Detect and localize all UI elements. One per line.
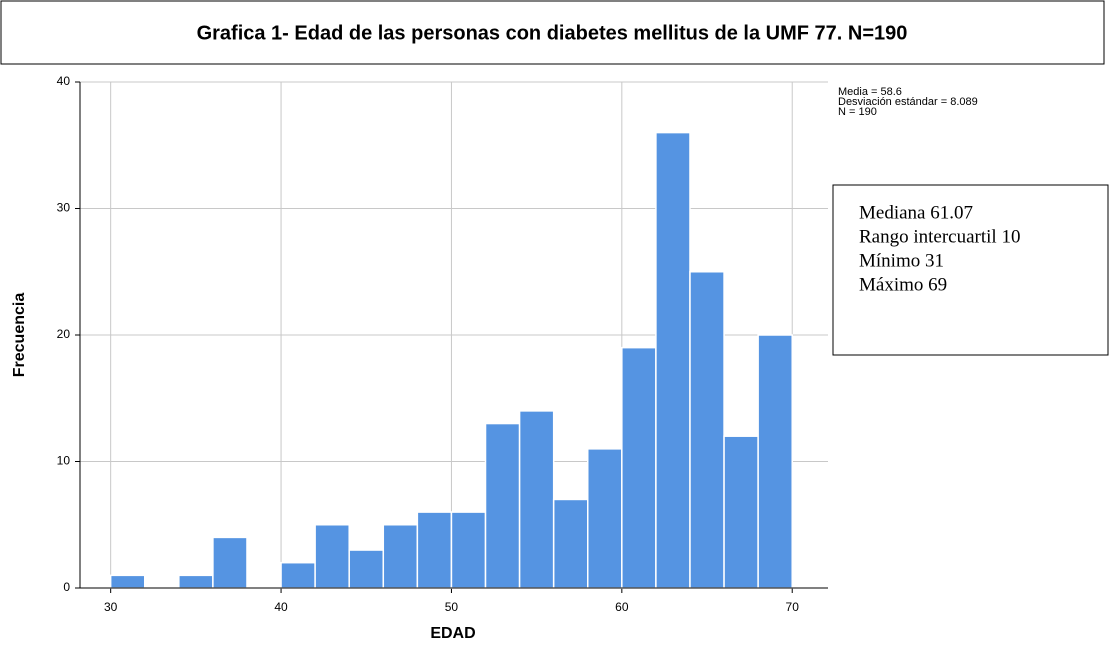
bar <box>314 524 350 589</box>
x-tick-label: 50 <box>445 600 459 614</box>
bar <box>484 422 521 589</box>
x-tick-label: 70 <box>786 600 800 614</box>
annotation-text: Mediana 61.07 <box>859 202 973 223</box>
x-axis-label: EDAD <box>430 625 475 642</box>
title-box <box>0 0 1105 65</box>
y-tick-label: 0 <box>63 580 70 594</box>
y-tick-label: 30 <box>57 201 71 215</box>
bar <box>348 549 385 589</box>
y-tick-label: 10 <box>57 454 71 468</box>
y-tick-label: 20 <box>57 327 71 341</box>
bar <box>757 334 793 589</box>
x-tick-label: 40 <box>274 600 288 614</box>
annotation-text: Rango intercuartil 10 <box>859 226 1020 247</box>
bar <box>723 435 759 589</box>
bar <box>450 511 487 589</box>
y-tick-label: 40 <box>57 74 71 88</box>
annotation-box <box>832 184 1109 356</box>
bar <box>178 574 214 589</box>
bar <box>212 536 248 589</box>
y-axis-label: Frecuencia <box>11 293 28 378</box>
bar <box>416 511 453 589</box>
stat-text: Media = 58.6 <box>838 86 902 98</box>
chart-title: Grafica 1- Edad de las personas con diab… <box>197 22 908 44</box>
bar <box>109 574 146 589</box>
annotation-text: Mínimo 31 <box>859 250 944 271</box>
bar <box>518 410 555 589</box>
x-tick-label: 60 <box>615 600 629 614</box>
bar <box>280 561 316 589</box>
bar <box>382 524 419 589</box>
bar <box>587 448 623 589</box>
bar <box>552 498 589 589</box>
annotation-text: Máximo 69 <box>859 274 947 295</box>
bar <box>621 346 657 589</box>
stat-text: Desviación estándar = 8.089 <box>838 96 978 108</box>
bar <box>655 131 691 589</box>
stat-text: N = 190 <box>838 106 877 118</box>
x-tick-label: 30 <box>104 600 118 614</box>
bar <box>689 271 725 589</box>
